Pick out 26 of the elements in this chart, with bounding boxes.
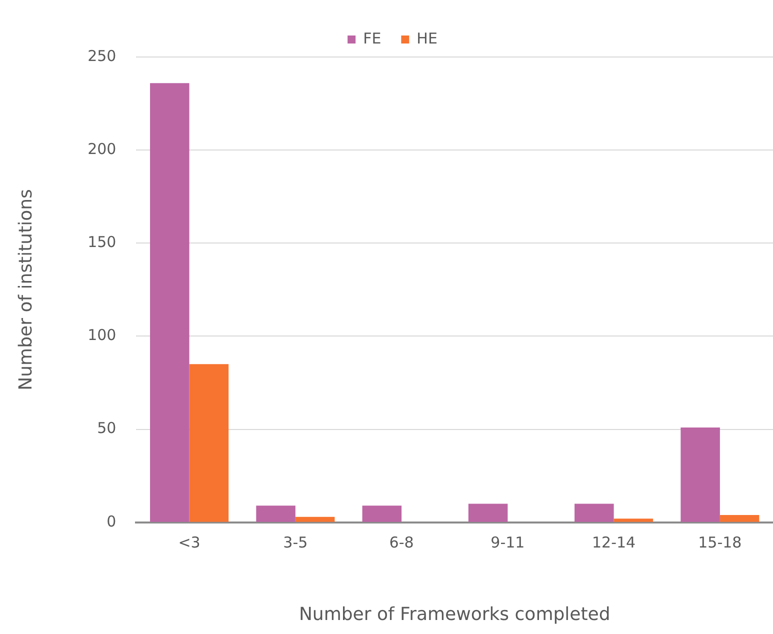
x-tick-label: 3-5	[283, 533, 308, 552]
x-tick-label: 12-14	[592, 533, 636, 552]
x-tick-label: 6-8	[389, 533, 414, 552]
y-axis-title: Number of institutions	[15, 189, 36, 390]
bar	[720, 514, 760, 522]
y-tick-label: 50	[97, 419, 116, 438]
legend-label: FE	[363, 29, 382, 48]
bar	[189, 364, 229, 522]
x-axis-title: Number of Frameworks completed	[298, 604, 610, 625]
y-tick-label: 150	[88, 233, 116, 252]
x-tick-label: 9-11	[490, 533, 525, 552]
bar	[614, 518, 654, 522]
y-tick-label: 250	[88, 46, 116, 65]
bar	[680, 427, 720, 522]
legend-label: HE	[416, 29, 438, 48]
y-tick-label: 200	[88, 140, 116, 158]
bar	[574, 504, 614, 522]
x-tick-label: <3	[178, 533, 200, 552]
bar	[468, 504, 508, 522]
bar	[362, 506, 402, 522]
y-tick-label: 0	[106, 512, 116, 530]
x-tick-label: 15-18	[698, 533, 742, 552]
y-tick-label: 100	[88, 326, 116, 344]
bar	[256, 506, 296, 522]
bar	[150, 83, 190, 522]
bar	[295, 516, 335, 522]
